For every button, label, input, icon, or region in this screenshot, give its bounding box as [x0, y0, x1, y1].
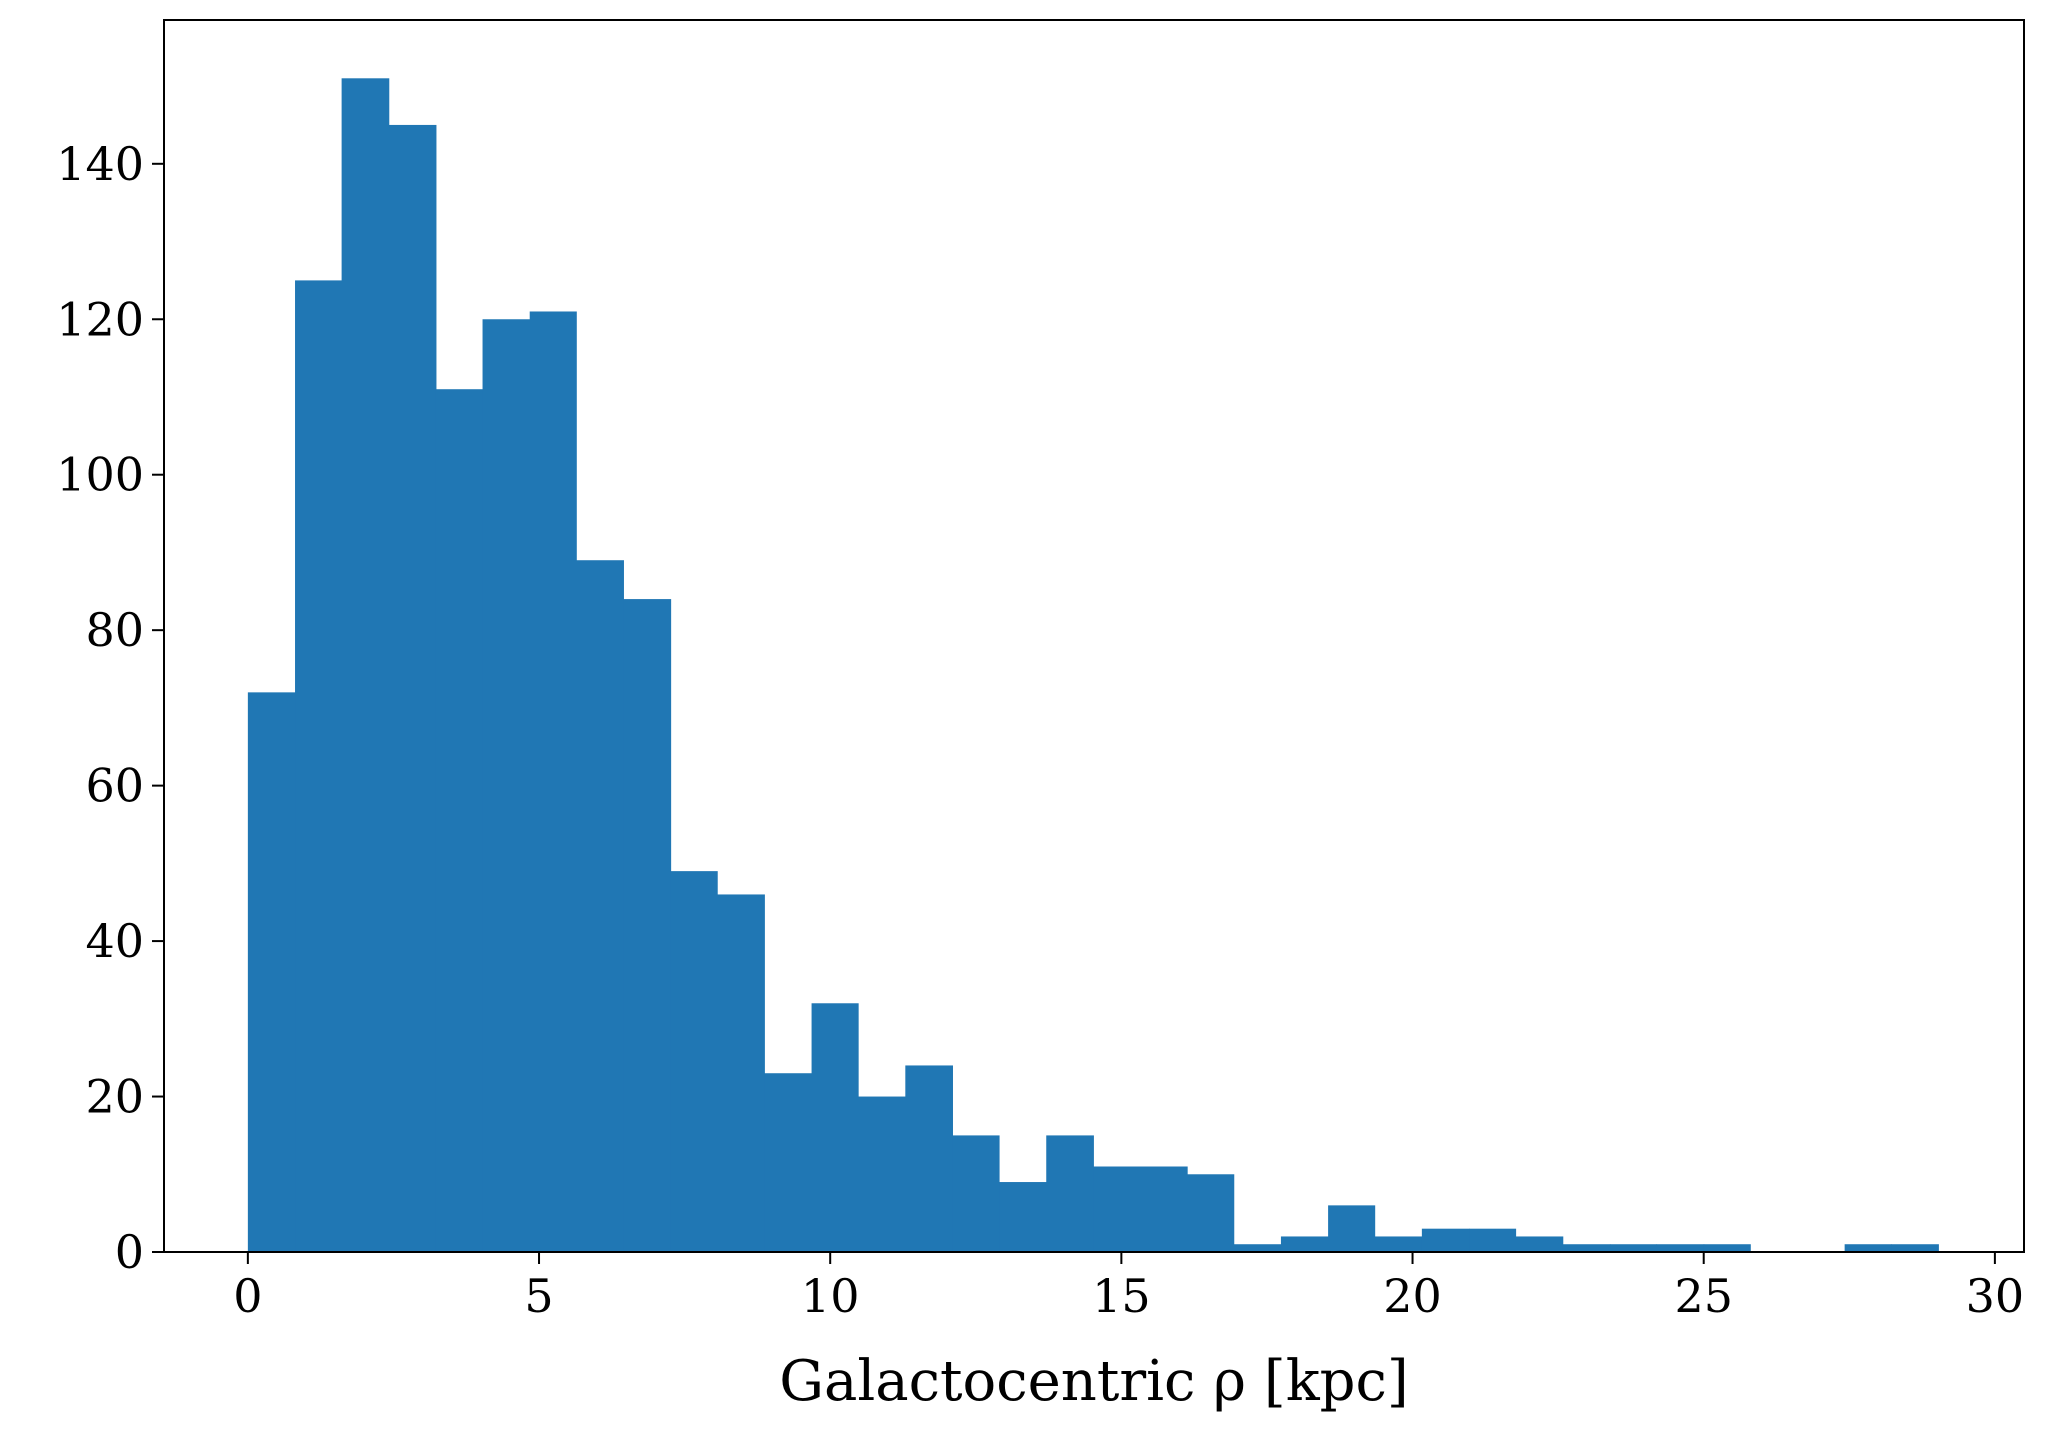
bar [858, 1096, 906, 1252]
bar [529, 311, 577, 1252]
bar [1515, 1236, 1564, 1252]
bar [811, 1003, 859, 1252]
y-tick-label: 20 [85, 1070, 144, 1124]
bar [247, 692, 296, 1252]
bar [764, 1073, 813, 1252]
y-tick-label: 140 [56, 137, 144, 191]
bar [1140, 1166, 1188, 1252]
bar [1703, 1244, 1751, 1252]
bar [341, 78, 390, 1253]
bar [482, 319, 531, 1253]
bar [1187, 1174, 1235, 1252]
x-tick-label: 10 [801, 1269, 860, 1323]
bar [1609, 1244, 1658, 1252]
bar [1891, 1244, 1939, 1252]
x-tick-label: 25 [1674, 1269, 1733, 1323]
bar [388, 124, 437, 1253]
bar [576, 560, 624, 1252]
x-tick-label: 0 [233, 1269, 262, 1323]
y-tick-label: 40 [85, 914, 144, 968]
y-tick-label: 120 [56, 292, 144, 346]
y-tick-label: 80 [85, 603, 144, 657]
bar [295, 280, 343, 1252]
bar [435, 389, 484, 1252]
x-tick-label: 15 [1092, 1269, 1151, 1323]
bar [1328, 1205, 1376, 1252]
bar [1469, 1228, 1517, 1252]
bar [952, 1135, 1000, 1252]
bar [623, 599, 672, 1252]
y-tick-label: 100 [56, 448, 144, 502]
bar [1280, 1236, 1329, 1252]
y-tick-label: 0 [115, 1225, 144, 1279]
bar [1046, 1135, 1094, 1252]
bar [717, 894, 765, 1252]
bar [1093, 1166, 1141, 1252]
x-tick-label: 20 [1383, 1269, 1442, 1323]
bar [1421, 1228, 1470, 1252]
plot-frame [163, 19, 2025, 1253]
bar [1656, 1244, 1705, 1252]
bar [1374, 1236, 1423, 1252]
x-tick-label: 30 [1966, 1269, 2025, 1323]
bar [1562, 1244, 1611, 1252]
bar [1233, 1244, 1282, 1252]
bar [1844, 1244, 1892, 1252]
x-tick-label: 5 [524, 1269, 553, 1323]
y-tick-label: 60 [85, 759, 144, 813]
x-axis-label: Galactocentric ρ [kpc] [779, 1349, 1408, 1414]
bar [999, 1182, 1047, 1252]
bar [670, 871, 718, 1252]
bar [905, 1065, 953, 1252]
